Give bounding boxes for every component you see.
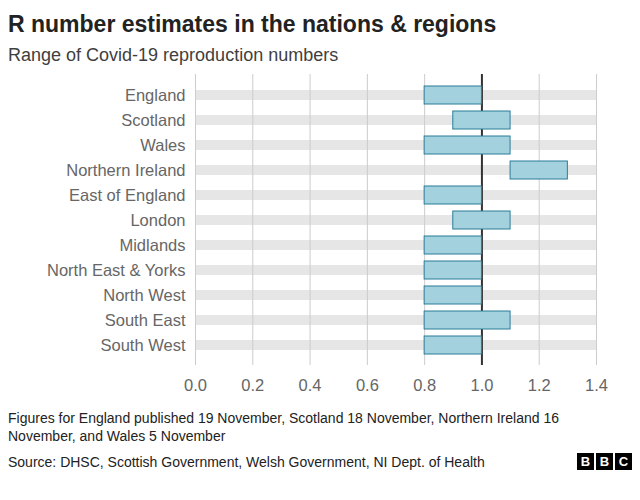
svg-text:South East: South East bbox=[105, 311, 186, 329]
html-text:B: B bbox=[599, 454, 610, 469]
html-text:Source: DHSC, Scottish Governm: Source: DHSC, Scottish Government, Welsh… bbox=[8, 453, 485, 470]
html-text:Figures for England published: Figures for England published 19 Novembe… bbox=[8, 410, 559, 444]
html-text:C: C bbox=[618, 454, 629, 469]
svg-text:1.0: 1.0 bbox=[470, 376, 493, 394]
html-text:Range of Covid-19 reproduction: Range of Covid-19 reproduction numbers bbox=[8, 45, 339, 65]
svg-text:1.4: 1.4 bbox=[585, 376, 608, 394]
svg-text:Northern Ireland: Northern Ireland bbox=[66, 161, 185, 179]
svg-text:Wales: Wales bbox=[140, 136, 185, 154]
svg-text:0.8: 0.8 bbox=[413, 376, 436, 394]
svg-text:London: London bbox=[130, 211, 185, 229]
svg-text:South West: South West bbox=[101, 336, 186, 354]
svg-text:1.2: 1.2 bbox=[528, 376, 551, 394]
svg-text:England: England bbox=[125, 86, 186, 104]
html-text:B: B bbox=[580, 454, 591, 469]
svg-text:East of England: East of England bbox=[69, 186, 186, 204]
svg-text:0.6: 0.6 bbox=[356, 376, 379, 394]
svg-text:0.2: 0.2 bbox=[241, 376, 264, 394]
svg-text:0.4: 0.4 bbox=[299, 376, 322, 394]
svg-text:0.0: 0.0 bbox=[184, 376, 207, 394]
svg-text:North East & Yorks: North East & Yorks bbox=[47, 261, 186, 279]
html-text:R number estimates in the nati: R number estimates in the nations & regi… bbox=[8, 11, 497, 37]
svg-text:Midlands: Midlands bbox=[119, 236, 185, 254]
svg-text:North West: North West bbox=[103, 286, 186, 304]
svg-text:Scotland: Scotland bbox=[121, 111, 185, 129]
